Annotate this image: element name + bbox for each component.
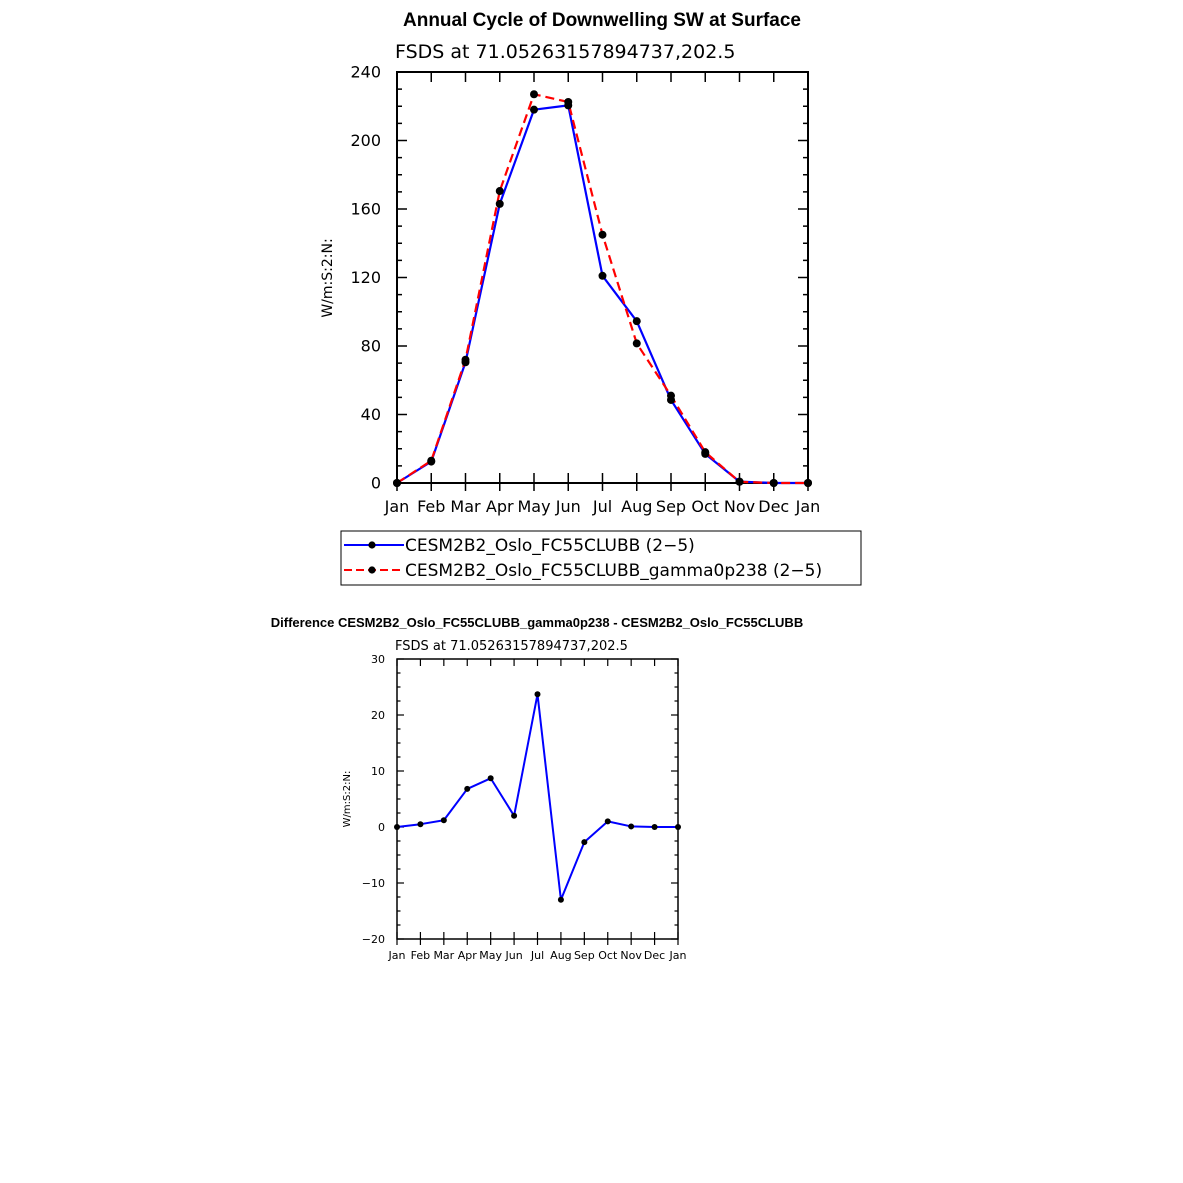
chart1-series-0-point <box>557 896 564 903</box>
chart0-series-1-point <box>461 355 470 364</box>
chart0-ytick-label: 80 <box>361 337 381 356</box>
chart0-xtick-label: Mar <box>450 497 481 516</box>
chart1-series-0-point <box>440 817 447 824</box>
chart1-xtick-label: Nov <box>620 949 642 962</box>
chart0-xtick-label: Aug <box>621 497 652 516</box>
chart0-ytick-label: 200 <box>350 131 381 150</box>
legend-label-red: CESM2B2_Oslo_FC55CLUBB_gamma0p238 (2−5) <box>405 561 822 581</box>
chart1-series-0-point <box>464 785 471 792</box>
chart0-series-1-point <box>632 339 641 348</box>
chart1-series-0-point <box>628 823 635 830</box>
top-chart-ylabel: W/m:S:2:N: <box>320 238 336 317</box>
chart0-series-1-line <box>396 93 808 485</box>
chart0-series-0-line <box>396 104 808 485</box>
chart1-xtick-label: Jan <box>669 949 687 962</box>
chart0-ytick-label: 0 <box>371 474 381 493</box>
chart0-xtick-label: May <box>517 497 550 516</box>
chart0-series-1-point <box>598 230 607 239</box>
chart1-xtick-label: Oct <box>598 949 618 962</box>
chart0-series-0-point <box>495 199 504 208</box>
chart1-xtick-label: Mar <box>433 949 454 962</box>
top-chart-subtitle: FSDS at 71.05263157894737,202.5 <box>395 41 735 63</box>
top-chart-plot: 0 40 80 120 160 200 240 Jan Feb Mar Apr May Jun Jul Au… <box>350 63 820 516</box>
chart0-series-1-point <box>393 479 401 487</box>
bottom-chart-title: Difference CESM2B2_Oslo_FC55CLUBB_gamma0… <box>271 615 803 630</box>
chart0-series-1-point <box>735 477 744 486</box>
chart1-xtick-label: Aug <box>550 949 571 962</box>
chart0-xtick-label: Dec <box>758 497 789 516</box>
chart1-ytick-label: −10 <box>362 877 385 890</box>
chart1-series-0-point <box>511 812 518 819</box>
chart1-ytick-label: 0 <box>378 821 385 834</box>
chart0-xtick-label: Jan <box>384 497 410 516</box>
chart0-series-1-point <box>769 479 778 487</box>
chart0-series-0-point <box>530 105 538 114</box>
chart1-ytick-label: 20 <box>371 709 385 722</box>
bottom-chart-subtitle: FSDS at 71.05263157894737,202.5 <box>395 639 628 654</box>
chart0-ytick-label: 240 <box>350 63 381 82</box>
chart0-series-1-point <box>530 90 538 99</box>
chart1-series-0-point <box>394 824 400 830</box>
chart0-xtick-label: Jan <box>795 497 821 516</box>
chart1-series-0-line <box>396 693 678 901</box>
chart1-series-0-point <box>651 824 658 830</box>
chart0-series-0-point <box>598 271 607 280</box>
chart1-series-0-point <box>604 818 611 825</box>
chart1-series-0-point <box>581 839 588 846</box>
bottom-chart-plot: −20 −10 0 10 20 30 Jan Feb Mar Apr May Jun Jul Aug Sep… <box>362 653 687 962</box>
chart0-ytick-label: 120 <box>350 268 381 287</box>
chart1-series-0-point <box>417 821 424 828</box>
chart0-xtick-label: Jun <box>555 497 581 516</box>
chart1-series-0-point <box>487 775 494 782</box>
chart1-xtick-label: Sep <box>574 949 595 962</box>
chart0-series-0-point <box>632 317 641 326</box>
chart0-xtick-label: Sep <box>656 497 686 516</box>
chart1-ytick-label: 10 <box>371 765 385 778</box>
chart0-xtick-label: Nov <box>724 497 755 516</box>
chart1-xtick-label: Jan <box>388 949 406 962</box>
chart0-xtick-label: Oct <box>691 497 719 516</box>
legend-marker-blue <box>368 541 376 549</box>
top-chart-legend: CESM2B2_Oslo_FC55CLUBB (2−5) CESM2B2_Osl… <box>340 530 862 586</box>
chart0-ytick-label: 160 <box>350 200 381 219</box>
chart0-series-1-point <box>564 97 573 106</box>
chart0-ytick-label: 40 <box>361 405 381 424</box>
chart1-ytick-label: 30 <box>371 653 385 666</box>
top-chart-title: Annual Cycle of Downwelling SW at Surfac… <box>403 10 801 31</box>
bottom-chart-ylabel: W/m:S:2:N: <box>342 771 353 828</box>
chart0-series-1-point <box>427 456 436 465</box>
chart0-series-1-point <box>495 187 504 196</box>
legend-label-blue: CESM2B2_Oslo_FC55CLUBB (2−5) <box>405 536 695 556</box>
chart1-xtick-label: Jul <box>530 949 544 962</box>
chart0-series-1-point <box>804 479 812 487</box>
chart0-xtick-label: Apr <box>486 497 514 516</box>
chart1-xtick-label: Feb <box>411 949 430 962</box>
legend-marker-red <box>368 566 376 574</box>
legend-box <box>340 530 862 586</box>
chart0-xtick-label: Feb <box>417 497 445 516</box>
chart1-xtick-label: May <box>479 949 502 962</box>
chart0-series-1-point <box>667 391 675 400</box>
chart1-xtick-label: Dec <box>644 949 665 962</box>
chart1-series-0-point <box>675 824 681 830</box>
chart0-xtick-label: Jul <box>592 497 612 516</box>
chart1-ytick-label: −20 <box>362 933 385 946</box>
chart1-series-0-point <box>534 691 541 698</box>
chart1-xtick-label: Jun <box>504 949 522 962</box>
chart0-series-1-point <box>701 448 710 457</box>
chart1-xtick-label: Apr <box>458 949 478 962</box>
